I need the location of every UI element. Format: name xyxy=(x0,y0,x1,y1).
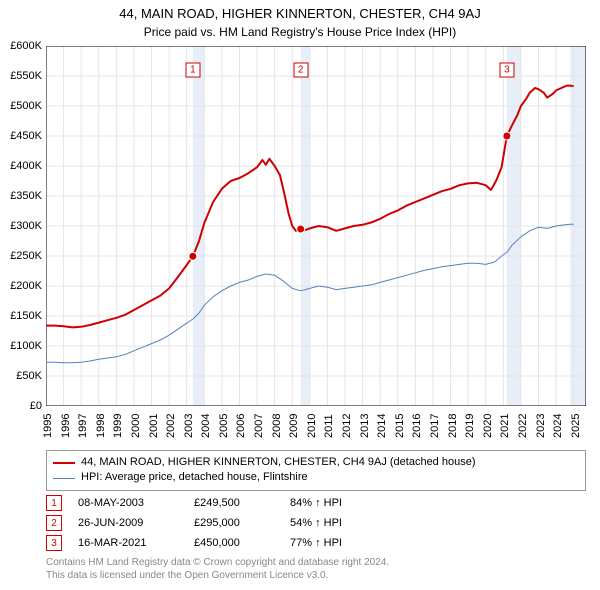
x-tick-label: 1999 xyxy=(112,414,124,438)
sale-date-2: 26-JUN-2009 xyxy=(78,517,178,529)
x-tick-label: 2023 xyxy=(535,414,547,438)
sale-price-2: £295,000 xyxy=(194,517,274,529)
x-tick-label: 1996 xyxy=(60,414,72,438)
sale-hpi-1: 84% ↑ HPI xyxy=(290,497,390,509)
y-tick-label: £100K xyxy=(10,340,42,352)
y-axis-labels: £0£50K£100K£150K£200K£250K£300K£350K£400… xyxy=(0,46,44,406)
x-tick-label: 2017 xyxy=(429,414,441,438)
y-tick-label: £500K xyxy=(10,100,42,112)
x-tick-label: 2003 xyxy=(183,414,195,438)
sale-hpi-3: 77% ↑ HPI xyxy=(290,537,390,549)
marker-badge-3: 3 xyxy=(499,63,514,78)
footnote-line1: Contains HM Land Registry data © Crown c… xyxy=(46,556,586,569)
legend: 44, MAIN ROAD, HIGHER KINNERTON, CHESTER… xyxy=(46,450,586,491)
sale-price-3: £450,000 xyxy=(194,537,274,549)
sales-table: 1 08-MAY-2003 £249,500 84% ↑ HPI 2 26-JU… xyxy=(46,494,586,554)
x-tick-label: 2020 xyxy=(482,414,494,438)
sale-hpi-2: 54% ↑ HPI xyxy=(290,517,390,529)
sale-date-3: 16-MAR-2021 xyxy=(78,537,178,549)
y-tick-label: £600K xyxy=(10,40,42,52)
title-sub: Price paid vs. HM Land Registry's House … xyxy=(0,25,600,39)
y-tick-label: £200K xyxy=(10,280,42,292)
x-tick-label: 2019 xyxy=(464,414,476,438)
x-axis-labels: 1995199619971998199920002001200220032004… xyxy=(46,408,586,448)
sale-badge-2: 2 xyxy=(46,515,62,531)
sale-row-1: 1 08-MAY-2003 £249,500 84% ↑ HPI xyxy=(46,494,586,512)
marker-badge-1: 1 xyxy=(185,63,200,78)
legend-label-hpi: HPI: Average price, detached house, Flin… xyxy=(81,470,308,485)
y-tick-label: £400K xyxy=(10,160,42,172)
x-tick-label: 2015 xyxy=(394,414,406,438)
y-tick-label: £250K xyxy=(10,250,42,262)
x-tick-label: 2004 xyxy=(200,414,212,438)
sale-badge-3: 3 xyxy=(46,535,62,551)
x-tick-label: 2013 xyxy=(359,414,371,438)
x-tick-label: 2025 xyxy=(570,414,582,438)
x-tick-label: 1997 xyxy=(77,414,89,438)
sale-badge-1: 1 xyxy=(46,495,62,511)
x-tick-label: 2010 xyxy=(306,414,318,438)
x-tick-label: 2024 xyxy=(552,414,564,438)
x-tick-label: 2014 xyxy=(376,414,388,438)
x-tick-label: 2021 xyxy=(499,414,511,438)
y-tick-label: £450K xyxy=(10,130,42,142)
sale-date-1: 08-MAY-2003 xyxy=(78,497,178,509)
x-tick-label: 1998 xyxy=(95,414,107,438)
sale-price-1: £249,500 xyxy=(194,497,274,509)
x-tick-label: 2005 xyxy=(218,414,230,438)
legend-label-property: 44, MAIN ROAD, HIGHER KINNERTON, CHESTER… xyxy=(81,455,476,470)
x-tick-label: 2009 xyxy=(288,414,300,438)
sale-row-3: 3 16-MAR-2021 £450,000 77% ↑ HPI xyxy=(46,534,586,552)
chart-container: 44, MAIN ROAD, HIGHER KINNERTON, CHESTER… xyxy=(0,0,600,590)
sale-row-2: 2 26-JUN-2009 £295,000 54% ↑ HPI xyxy=(46,514,586,532)
marker-badge-2: 2 xyxy=(293,63,308,78)
footnote-line2: This data is licensed under the Open Gov… xyxy=(46,569,586,582)
x-tick-label: 2006 xyxy=(235,414,247,438)
legend-row-property: 44, MAIN ROAD, HIGHER KINNERTON, CHESTER… xyxy=(53,455,579,470)
x-tick-label: 2001 xyxy=(148,414,160,438)
legend-swatch-hpi xyxy=(53,478,75,479)
legend-row-hpi: HPI: Average price, detached house, Flin… xyxy=(53,470,579,485)
x-tick-label: 2016 xyxy=(411,414,423,438)
y-tick-label: £0 xyxy=(30,400,42,412)
x-tick-label: 1995 xyxy=(42,414,54,438)
x-tick-label: 2018 xyxy=(447,414,459,438)
x-tick-label: 2007 xyxy=(253,414,265,438)
x-tick-label: 2022 xyxy=(517,414,529,438)
y-tick-label: £350K xyxy=(10,190,42,202)
y-tick-label: £300K xyxy=(10,220,42,232)
legend-swatch-property xyxy=(53,462,75,464)
x-tick-label: 2002 xyxy=(165,414,177,438)
chart-svg xyxy=(46,46,586,406)
x-tick-label: 2011 xyxy=(323,414,335,438)
y-tick-label: £550K xyxy=(10,70,42,82)
title-main: 44, MAIN ROAD, HIGHER KINNERTON, CHESTER… xyxy=(0,6,600,21)
y-tick-label: £50K xyxy=(16,370,42,382)
x-tick-label: 2000 xyxy=(130,414,142,438)
y-tick-label: £150K xyxy=(10,310,42,322)
x-tick-label: 2008 xyxy=(271,414,283,438)
title-block: 44, MAIN ROAD, HIGHER KINNERTON, CHESTER… xyxy=(0,0,600,39)
footnote: Contains HM Land Registry data © Crown c… xyxy=(46,556,586,582)
chart-area: 1 2 3 xyxy=(46,46,586,406)
x-tick-label: 2012 xyxy=(341,414,353,438)
